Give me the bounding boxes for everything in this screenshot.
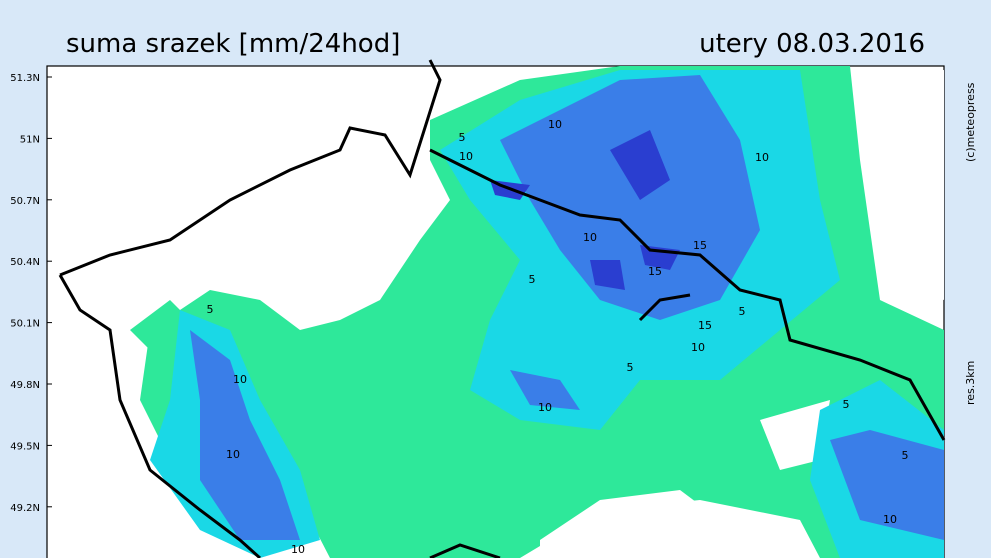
labels: 51.3N 51N 50.7N 50.4N 50.1N 49.8N 49.5N 49.2N 5 1… (10, 73, 908, 556)
contour-label: 10 (883, 513, 897, 526)
latitude-label: 50.7N (10, 196, 40, 207)
border (58, 59, 946, 558)
latitude-label: 50.1N (10, 319, 40, 330)
map-title: suma srazek [mm/24hod] (66, 29, 400, 59)
contour-label: 5 (459, 131, 466, 144)
copyright: (c)meteopress (964, 82, 977, 162)
latitude-label: 50.4N (10, 257, 40, 268)
contour-label: 10 (583, 231, 597, 244)
contour-label: 10 (226, 448, 240, 461)
latitude-label: 51.3N (10, 73, 40, 84)
contour-label: 15 (648, 265, 662, 278)
contour-label: 5 (627, 361, 634, 374)
contour-label: 10 (538, 401, 552, 414)
contour-label: 5 (739, 305, 746, 318)
dry-area (860, 70, 944, 300)
contour-label: 5 (902, 449, 909, 462)
dry-area (540, 490, 720, 558)
contour-label: 10 (291, 543, 305, 556)
blue-area (510, 370, 580, 410)
contour-label: 15 (698, 319, 712, 332)
map-date: utery 08.03.2016 (699, 29, 925, 59)
darkblue-area (590, 260, 625, 290)
latitude-label: 49.2N (10, 503, 40, 514)
darkblue-area (610, 130, 670, 200)
contour-label: 5 (843, 398, 850, 411)
latitude-label: 49.5N (10, 441, 40, 452)
white-holes (540, 70, 944, 558)
blue-area (830, 430, 944, 540)
dry-area (760, 400, 830, 470)
resolution: res.3km (964, 361, 977, 405)
latitude-label: 49.8N (10, 380, 40, 391)
blue-area (190, 330, 300, 540)
contour-label: 10 (691, 341, 705, 354)
precip-blue (190, 75, 944, 540)
contour-label: 5 (207, 303, 214, 316)
contour-label: 15 (693, 239, 707, 252)
contour-label: 10 (755, 151, 769, 164)
contour-label: 10 (459, 150, 473, 163)
map-area (46, 59, 946, 558)
contour-label: 10 (548, 118, 562, 131)
blue-area (500, 75, 760, 320)
contour-label: 5 (529, 273, 536, 286)
latitude-label: 51N (20, 134, 40, 145)
contour-label: 10 (233, 373, 247, 386)
